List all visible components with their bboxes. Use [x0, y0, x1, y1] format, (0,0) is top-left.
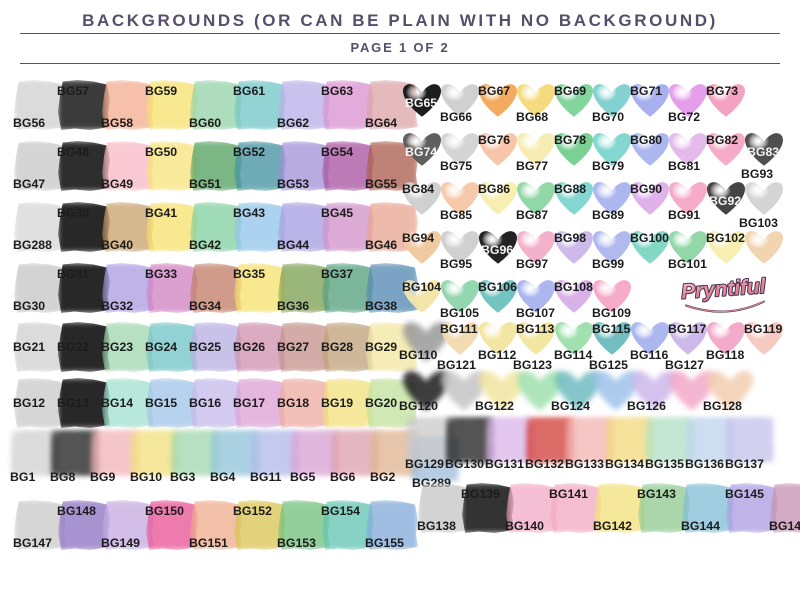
svg-text:Pryntiful: Pryntiful [680, 275, 767, 304]
